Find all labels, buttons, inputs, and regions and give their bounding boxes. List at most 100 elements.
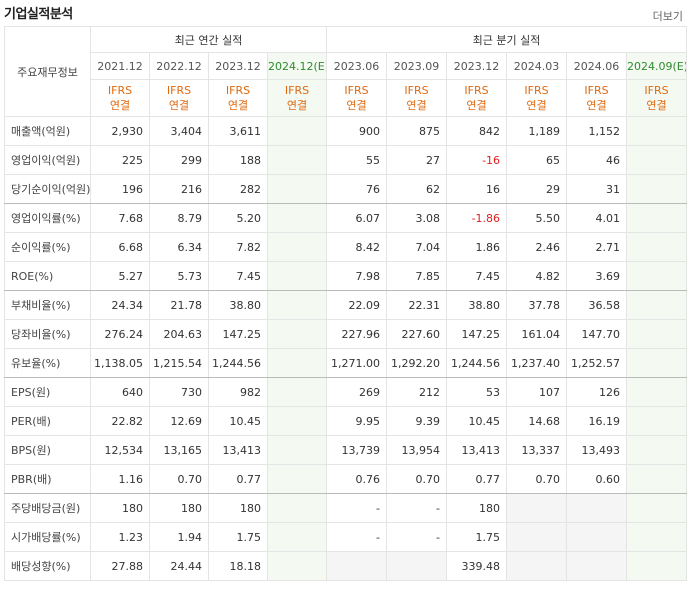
value-cell: 147.25 [208, 319, 268, 349]
value-cell: 0.76 [326, 464, 388, 494]
value-cell [506, 522, 568, 552]
standard-row: IFRS 연결 IFRS 연결 IFRS 연결 IFRS 연결 IFRS 연결 IFRS 연결 IFRS… [5, 79, 688, 117]
value-cell: 76 [326, 174, 388, 204]
value-cell: 13,413 [446, 435, 508, 465]
value-cell: 8.79 [149, 203, 209, 233]
value-cell: 900 [326, 116, 388, 146]
value-cell: 7.68 [90, 203, 150, 233]
standard-text: IFRS [225, 84, 251, 97]
row-label: PBR(배) [4, 464, 91, 494]
standard-text: IFRS [524, 84, 549, 97]
value-cell: 225 [90, 145, 150, 175]
value-cell: 2,930 [90, 116, 150, 146]
value-cell: 227.96 [326, 319, 388, 349]
standard-text: IFRS [344, 84, 369, 97]
value-cell: 1,138.05 [90, 348, 150, 378]
period: 2024.03 [506, 52, 568, 80]
row-header-label: 주요재무정보 [4, 26, 91, 117]
value-cell: 180 [208, 493, 268, 523]
value-cell: 55 [326, 145, 388, 175]
value-cell: 216 [149, 174, 209, 204]
value-cell: 640 [90, 377, 150, 407]
row-label: BPS(원) [4, 435, 91, 465]
value-cell [626, 464, 688, 494]
data-row: PER(배) 22.82 12.69 10.45 9.95 9.39 10.45 14.68 1… [4, 406, 688, 436]
value-cell [626, 261, 688, 291]
value-cell: 3,404 [149, 116, 209, 146]
standard-text: 연결 [406, 99, 427, 112]
value-cell: 5.27 [90, 261, 150, 291]
value-cell: 13,337 [506, 435, 568, 465]
group-header: 최근 연간 실적 [89, 26, 328, 53]
data-row: PBR(배) 1.16 0.70 0.77 0.76 0.70 0.77 0.70 0.60 [4, 464, 688, 494]
standard-text: 연결 [346, 99, 367, 112]
value-cell: 21.78 [149, 290, 209, 320]
value-cell: 1,152 [566, 116, 628, 146]
value-cell [266, 522, 328, 552]
standard-text: 연결 [646, 99, 667, 112]
value-cell: 65 [506, 145, 568, 175]
value-cell [266, 116, 328, 146]
section-title: 기업실적분석 [4, 7, 73, 22]
value-cell: 875 [386, 116, 448, 146]
value-cell [266, 261, 328, 291]
standard-text: 연결 [286, 99, 308, 112]
row-label: 당좌비율(%) [4, 319, 91, 349]
data-row: BPS(원) 12,534 13,165 13,413 13,739 13,954 13,4… [4, 435, 688, 465]
value-cell: 37.78 [506, 290, 568, 320]
value-cell: 5.73 [149, 261, 209, 291]
value-cell: 1.86 [446, 232, 508, 262]
value-cell: 0.70 [149, 464, 209, 494]
value-cell: 22.09 [326, 290, 388, 320]
row-label: 유보율(%) [4, 348, 91, 378]
value-cell: 46 [566, 145, 628, 175]
value-cell: 730 [149, 377, 209, 407]
value-cell: 1,189 [506, 116, 568, 146]
value-cell [266, 435, 328, 465]
value-cell: 204.63 [149, 319, 209, 349]
value-cell [386, 551, 448, 581]
value-cell [266, 203, 328, 233]
value-cell [566, 551, 628, 581]
value-cell: 0.60 [566, 464, 628, 494]
standard: IFRS 연결 [386, 79, 448, 117]
data-row: 순이익률(%) 6.68 6.34 7.82 8.42 7.04 1.86 2.46 2.71 [4, 232, 688, 262]
value-cell: 1,215.54 [149, 348, 209, 378]
value-cell: 7.45 [208, 261, 268, 291]
standard: IFRS 연결 [90, 79, 150, 117]
value-cell: 27.88 [90, 551, 150, 581]
period-row: 2021.12 2022.12 2023.12 2024.12(E) 2023.06 20… [5, 52, 688, 80]
row-label: 주당배당금(원) [4, 493, 91, 523]
value-cell: 24.44 [149, 551, 209, 581]
standard-text: 연결 [109, 99, 131, 112]
value-cell: 339.48 [446, 551, 508, 581]
value-cell: 7.98 [326, 261, 388, 291]
value-cell [266, 551, 328, 581]
value-cell: 14.68 [506, 406, 568, 436]
period: 2023.06 [326, 52, 388, 80]
value-cell: 212 [386, 377, 448, 407]
value-cell: 196 [90, 174, 150, 204]
more-link[interactable]: 더보기 [652, 10, 683, 23]
standard: IFRS 연결 [266, 79, 328, 117]
value-cell: 282 [208, 174, 268, 204]
value-cell: 10.45 [208, 406, 268, 436]
value-cell [326, 551, 388, 581]
standard-text: 연결 [586, 99, 607, 112]
value-cell: 1,271.00 [326, 348, 388, 378]
value-cell: 0.70 [506, 464, 568, 494]
value-cell: - [386, 493, 448, 523]
value-cell: 1.75 [208, 522, 268, 552]
value-cell: 5.50 [506, 203, 568, 233]
value-cell: 8.42 [326, 232, 388, 262]
standard-text: IFRS [464, 84, 489, 97]
row-label: 당기순이익(억원) [4, 174, 91, 204]
data-row: EPS(원) 640 730 982 269 212 53 107 126 [4, 377, 688, 407]
value-cell: 53 [446, 377, 508, 407]
standard: IFRS 연결 [208, 79, 268, 117]
data-row: 주당배당금(원) 180 180 180- -180 [4, 493, 688, 523]
value-cell: 1,237.40 [506, 348, 568, 378]
value-cell: 62 [386, 174, 448, 204]
value-cell [266, 232, 328, 262]
value-cell: 161.04 [506, 319, 568, 349]
